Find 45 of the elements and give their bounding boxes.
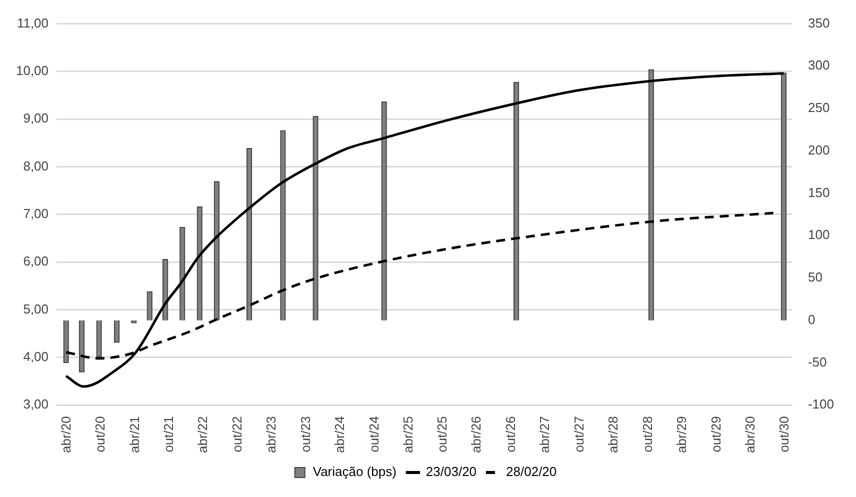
- x-tick-label: out/22: [229, 416, 244, 452]
- x-tick-label: out/24: [366, 416, 382, 452]
- y2-tick-label: 350: [808, 15, 830, 30]
- x-tick-label: abr/24: [332, 416, 348, 454]
- x-tick-label: out/25: [434, 416, 450, 452]
- y2-tick-label: 200: [808, 142, 830, 158]
- x-tick-label: abr/21: [126, 416, 142, 454]
- y-tick-label: 10,00: [16, 63, 49, 78]
- x-tick-label: abr/25: [400, 416, 416, 454]
- legend-label: 23/03/20: [426, 464, 477, 480]
- y2-tick-label: -100: [808, 396, 834, 412]
- legend-label: 28/02/20: [506, 464, 557, 480]
- y2-tick-label: 150: [808, 184, 830, 200]
- x-tick-label: abr/27: [537, 416, 552, 454]
- y-tick-label: 6,00: [23, 254, 49, 269]
- x-tick-label: out/27: [571, 416, 586, 452]
- x-tick-label: abr/23: [263, 416, 278, 454]
- x-tick-label: out/21: [161, 416, 176, 452]
- x-tick-label: out/29: [708, 416, 724, 452]
- y-tick-label: 11,00: [16, 15, 49, 30]
- y-tick-label: 4,00: [23, 349, 49, 364]
- line-series: [64, 72, 785, 388]
- x-tick-label: abr/28: [606, 416, 621, 454]
- x-tick-label: abr/26: [468, 416, 484, 454]
- x-tick-label: out/30: [776, 416, 792, 452]
- y2-tick-label: 50: [808, 270, 822, 285]
- x-tick-label: out/20: [92, 416, 108, 452]
- x-tick-label: abr/20: [58, 416, 74, 454]
- y-tick-label: 3,00: [23, 396, 49, 412]
- y-tick-label: 9,00: [23, 110, 49, 126]
- y2-tick-label: 100: [808, 227, 830, 242]
- y-tick-label: 7,00: [23, 206, 49, 222]
- x-tick-label: out/26: [503, 416, 518, 452]
- x-tick-label: abr/22: [195, 416, 210, 454]
- y2-tick-label: 300: [808, 58, 830, 73]
- y2-tick-label: 250: [808, 100, 830, 116]
- x-tick-label: abr/29: [674, 416, 689, 454]
- y2-tick-label: -50: [808, 354, 827, 370]
- x-tick-label: out/23: [298, 416, 313, 452]
- y-tick-label: 5,00: [23, 301, 49, 316]
- y-tick-label: 8,00: [23, 158, 49, 174]
- legend-label: Variação (bps): [312, 464, 396, 480]
- x-tick-label: out/28: [640, 416, 655, 452]
- y2-tick-label: 0: [808, 312, 816, 327]
- x-tick-label: abr/30: [742, 416, 758, 454]
